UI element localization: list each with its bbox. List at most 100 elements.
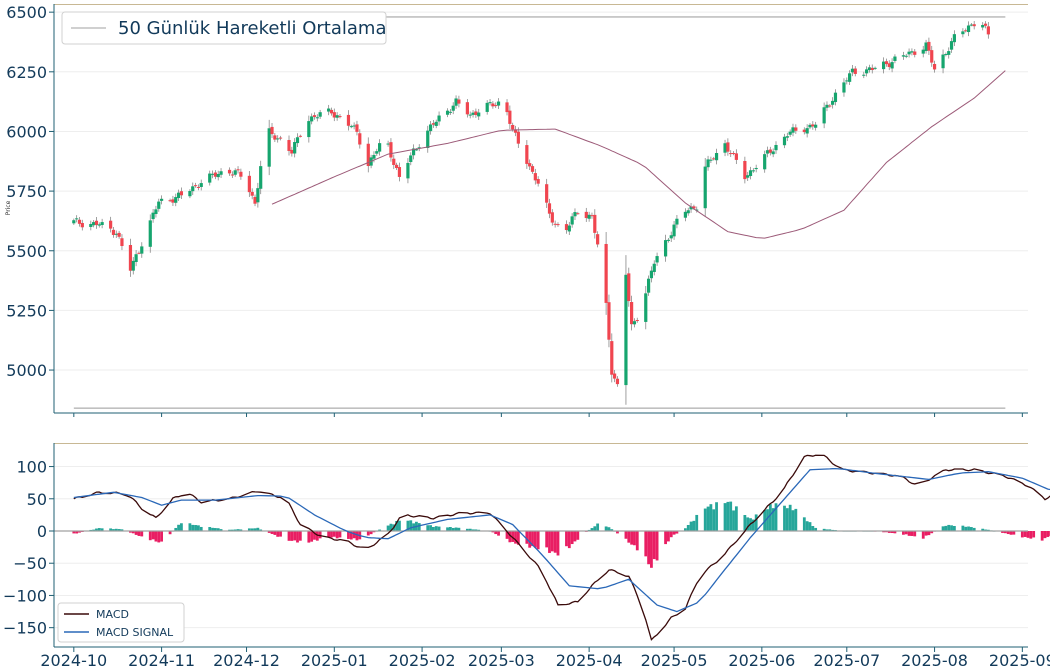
candle-body (77, 219, 82, 224)
macd-histogram-bar (785, 508, 789, 531)
candle-body (964, 30, 968, 32)
macd-histogram-bar (791, 510, 795, 531)
candle (516, 127, 520, 148)
candle-body (675, 218, 679, 225)
candle-body (890, 62, 894, 69)
macd-histogram-bar (516, 531, 520, 545)
candle (873, 66, 877, 70)
candle (924, 39, 928, 54)
candle (171, 195, 175, 207)
macd-histogram-bar (468, 528, 472, 531)
macd-histogram-bar (465, 528, 469, 531)
candle-body (332, 112, 336, 118)
macd-histogram-bar (607, 527, 611, 531)
candle-body (230, 174, 234, 176)
candle (921, 45, 925, 58)
macd-histogram-bar (129, 531, 132, 533)
candle-body (148, 220, 152, 247)
candle (947, 47, 951, 59)
macd-histogram-bar (768, 504, 772, 531)
candle (714, 148, 719, 165)
candle-body (287, 140, 291, 151)
x-tick-label: 2024-11 (128, 651, 195, 670)
macd-histogram-bar (624, 531, 628, 539)
macd-histogram-bar (247, 528, 251, 531)
macd-histogram-bar (590, 528, 594, 531)
macd-histogram-bar (109, 528, 113, 531)
candle (174, 193, 178, 207)
macd-histogram-bar (273, 531, 277, 535)
candle-body (89, 224, 93, 227)
candle (785, 132, 789, 142)
macd-histogram-bar (944, 525, 948, 531)
candle (850, 65, 855, 77)
candle-body (731, 153, 736, 155)
macd-histogram-bar (811, 526, 815, 531)
candle (437, 111, 441, 126)
candle (904, 53, 908, 59)
candle-body (511, 124, 515, 130)
candle (675, 215, 679, 229)
candle-body (932, 63, 937, 70)
candle (247, 171, 251, 197)
candle-body (893, 56, 897, 61)
candle-body (593, 214, 597, 233)
candle-body (358, 133, 362, 145)
x-tick-label: 2025-07 (813, 651, 880, 670)
macd-histogram-bar (729, 501, 733, 531)
candle (366, 137, 370, 173)
macd-histogram-bar (213, 528, 217, 531)
candle (525, 140, 529, 169)
candle (474, 108, 478, 118)
candle-body (930, 50, 934, 63)
candle-body (825, 104, 829, 108)
candle (335, 112, 339, 121)
candle (748, 166, 753, 180)
candle (256, 182, 260, 208)
candle (887, 60, 891, 71)
candle-body (397, 167, 402, 177)
candle-body (624, 274, 628, 386)
candle-body (457, 99, 461, 104)
macd-histogram-bar (148, 531, 152, 541)
x-tick-label: 2024-12 (213, 651, 280, 670)
candle-body (913, 51, 917, 55)
candle-body (635, 320, 639, 322)
candle-body (389, 142, 393, 158)
candle-body (596, 234, 600, 245)
macd-histogram-bar (525, 531, 529, 544)
candle-body (117, 232, 121, 237)
macd-histogram-bar (78, 531, 81, 533)
macd-histogram-bar (168, 531, 172, 535)
candle (134, 250, 138, 267)
candle (386, 140, 390, 147)
candle (751, 168, 755, 173)
macd-histogram-bar (548, 531, 551, 553)
candle-body (944, 54, 948, 56)
macd-histogram-bar (1026, 531, 1030, 538)
candle-body (193, 185, 198, 187)
candle-body (853, 68, 857, 74)
candle (884, 58, 889, 67)
macd-histogram-bar (941, 526, 945, 531)
macd-histogram-bar (1001, 531, 1004, 533)
macd-histogram-bar (692, 520, 696, 531)
candle (587, 211, 591, 222)
macd-histogram-bar (95, 528, 98, 531)
candle (556, 222, 560, 227)
candle (216, 170, 220, 181)
macd-histogram-bar (117, 529, 121, 531)
candle (695, 206, 699, 213)
candle-body (375, 151, 379, 154)
candle (686, 207, 690, 216)
candle-body (536, 179, 540, 184)
candle-body (290, 149, 294, 154)
candle (465, 99, 469, 118)
candle-body (587, 214, 591, 219)
candle (782, 133, 787, 149)
candle (893, 54, 897, 64)
macd-histogram-bar (967, 526, 970, 531)
macd-histogram-bar (536, 531, 540, 550)
macd-histogram-bar (610, 529, 614, 531)
candle-body (417, 147, 421, 149)
